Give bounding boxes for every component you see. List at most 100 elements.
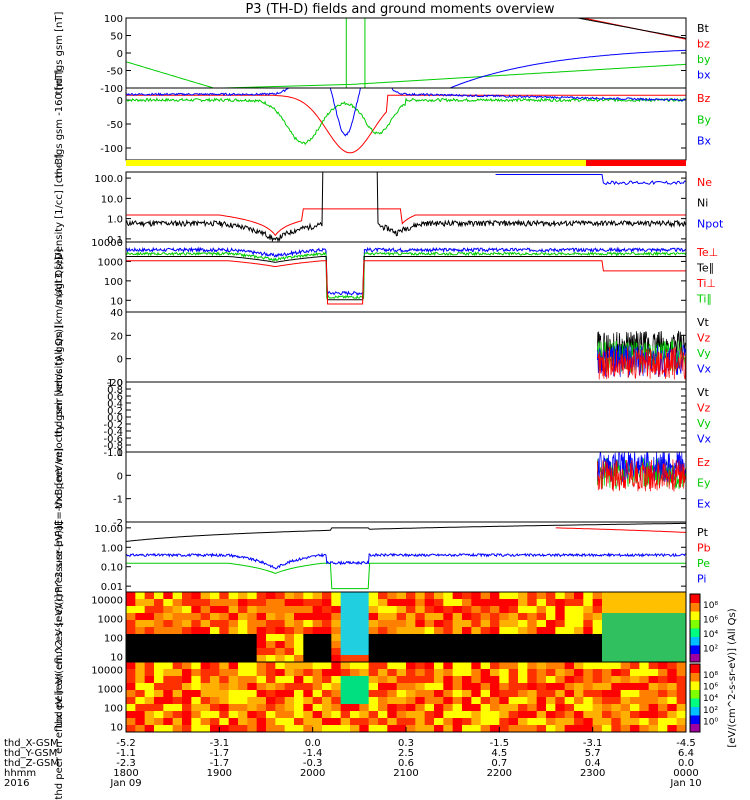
heat-cell [471, 662, 482, 670]
heat-cell [527, 655, 538, 662]
heat-cell [406, 669, 416, 677]
heat-cell [312, 690, 323, 698]
heat-cell [135, 683, 146, 691]
heat-cell [611, 669, 622, 677]
legend-Bx: Bx [697, 135, 712, 148]
heat-cell [518, 655, 528, 662]
heat-cell [303, 669, 314, 677]
heat-cell [284, 697, 295, 705]
colorbar-tick: 10⁶ [703, 616, 718, 626]
heat-cell [415, 620, 426, 628]
heat-cell [480, 627, 491, 635]
heat-cell [602, 620, 612, 628]
heat-cell [266, 627, 276, 635]
heat-cell [490, 599, 500, 607]
heat-cell [247, 725, 258, 732]
heat-cell [163, 592, 174, 600]
heat-cell [126, 711, 136, 719]
heat-cell [434, 627, 444, 635]
heat-cell [303, 704, 314, 712]
heat-cell [639, 641, 650, 649]
trace-by [126, 61, 686, 88]
heat-cell [499, 690, 510, 698]
heat-cell [658, 613, 668, 621]
heat-cell [536, 690, 547, 698]
heat-cell [135, 669, 146, 677]
heat-cell [172, 718, 183, 726]
heat-cell [536, 676, 547, 684]
heat-cell [434, 690, 444, 698]
heat-cell [182, 690, 192, 698]
heat-cell [658, 704, 668, 712]
heat-cell [415, 592, 426, 600]
heat-cell [154, 620, 164, 628]
xaxis-value: 0.7 [491, 758, 507, 769]
heat-cell [546, 704, 556, 712]
heat-cell [462, 627, 472, 635]
heat-cell [658, 690, 668, 698]
heat-cell [350, 711, 360, 719]
heat-cell [312, 662, 323, 670]
heat-cell [331, 634, 342, 642]
heat-cell [471, 592, 482, 600]
heat-cell [676, 718, 686, 726]
heat-cell [378, 662, 388, 670]
ylabel-temp: magt3 [eV] [54, 249, 65, 306]
colorbar-label: [eV/(cm^2-s-sr-eV)] (All Qs) [727, 608, 738, 747]
heat-cell [658, 599, 668, 607]
colorbar-swatch [690, 664, 700, 673]
heat-cell [452, 620, 463, 628]
xaxis-value: 2.5 [398, 748, 414, 759]
heat-cell [144, 634, 155, 642]
heat-cell [518, 690, 528, 698]
xaxis-value: -1.1 [116, 748, 136, 759]
heat-cell [256, 725, 267, 732]
heat-cell [247, 627, 258, 635]
heat-cell [527, 648, 538, 656]
heat-cell [275, 620, 286, 628]
heat-cell [266, 634, 276, 642]
colorbar-tick: 10² [703, 645, 718, 655]
heat-cell [144, 655, 155, 662]
heat-cell [126, 613, 136, 621]
heat-cell [378, 704, 388, 712]
heat-cell [452, 690, 463, 698]
ytick-label: 0.6 [107, 392, 123, 403]
heat-cell [256, 620, 267, 628]
heat-cell [574, 711, 584, 719]
heat-cell [368, 669, 379, 677]
xaxis-row-label: thd_X-GSM [4, 738, 59, 749]
heat-cell [163, 676, 174, 684]
heat-cell [359, 662, 370, 670]
heat-cell [331, 711, 342, 719]
heat-cell [639, 697, 650, 705]
ytick-label: 0.2 [107, 406, 123, 417]
heat-cell [536, 697, 547, 705]
heat-cell [219, 634, 230, 642]
heat-cell [434, 641, 444, 649]
heat-cell [574, 599, 584, 607]
heat-cell [620, 634, 631, 642]
colorbar-swatch [690, 619, 700, 629]
heat-cell [359, 725, 370, 732]
legend-Ez: Ez [697, 456, 710, 469]
heat-cell [340, 627, 351, 635]
heat-cell [210, 690, 220, 698]
heat-cell [238, 676, 248, 684]
xaxis-value: 0000 [673, 768, 698, 779]
heat-cell [471, 683, 482, 691]
xaxis-value: 1800 [113, 768, 138, 779]
ytick-label: 10.0 [101, 194, 123, 205]
heat-cell [172, 711, 183, 719]
heat-cell [555, 669, 566, 677]
heat-cell [200, 613, 211, 621]
heat-cell [471, 704, 482, 712]
heat-cell [303, 606, 314, 614]
heat-cell [294, 662, 304, 670]
heat-cell [350, 704, 360, 712]
heat-cell [126, 697, 136, 705]
heat-cell [163, 620, 174, 628]
heat-cell [154, 676, 164, 684]
heat-cell [163, 718, 174, 726]
ylabel-fgs_zoom: thd fgs gsm -160 [nT] [54, 70, 65, 179]
